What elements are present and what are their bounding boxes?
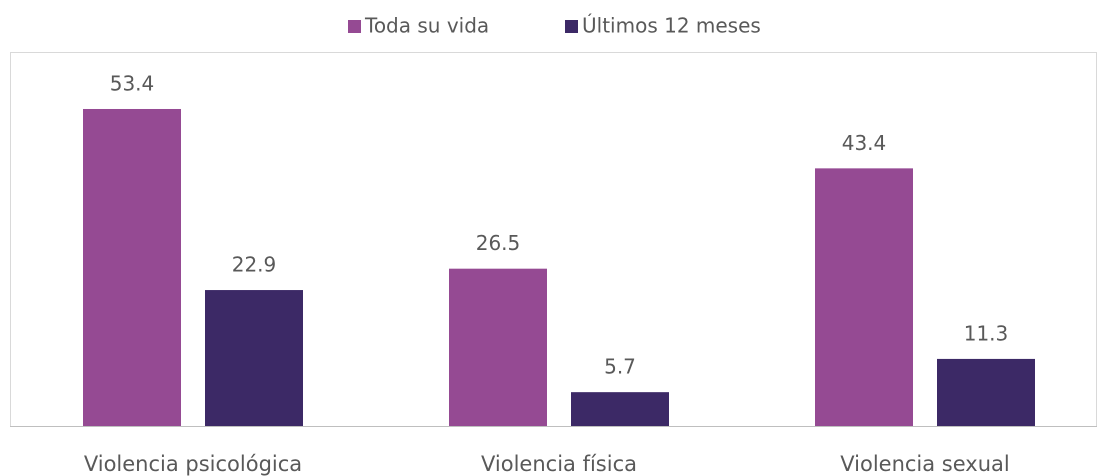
bar xyxy=(815,168,913,426)
data-label: 11.3 xyxy=(964,321,1009,345)
bar xyxy=(205,290,303,426)
data-label: 53.4 xyxy=(110,71,155,95)
bar xyxy=(571,392,669,426)
x-tick-label: Violencia sexual xyxy=(840,452,1010,476)
data-label: 43.4 xyxy=(842,131,887,155)
x-tick-label: Violencia física xyxy=(481,452,637,476)
data-label: 26.5 xyxy=(476,231,521,255)
legend-label: Toda su vida xyxy=(364,14,489,38)
bar xyxy=(83,108,181,426)
data-label: 5.7 xyxy=(604,355,636,379)
bar xyxy=(937,358,1035,426)
bar xyxy=(449,268,547,426)
legend-swatch xyxy=(348,20,361,33)
x-tick-label: Violencia psicológica xyxy=(84,452,302,476)
legend-label: Últimos 12 meses xyxy=(582,14,761,38)
legend-swatch xyxy=(565,20,578,33)
data-label: 22.9 xyxy=(232,253,277,277)
